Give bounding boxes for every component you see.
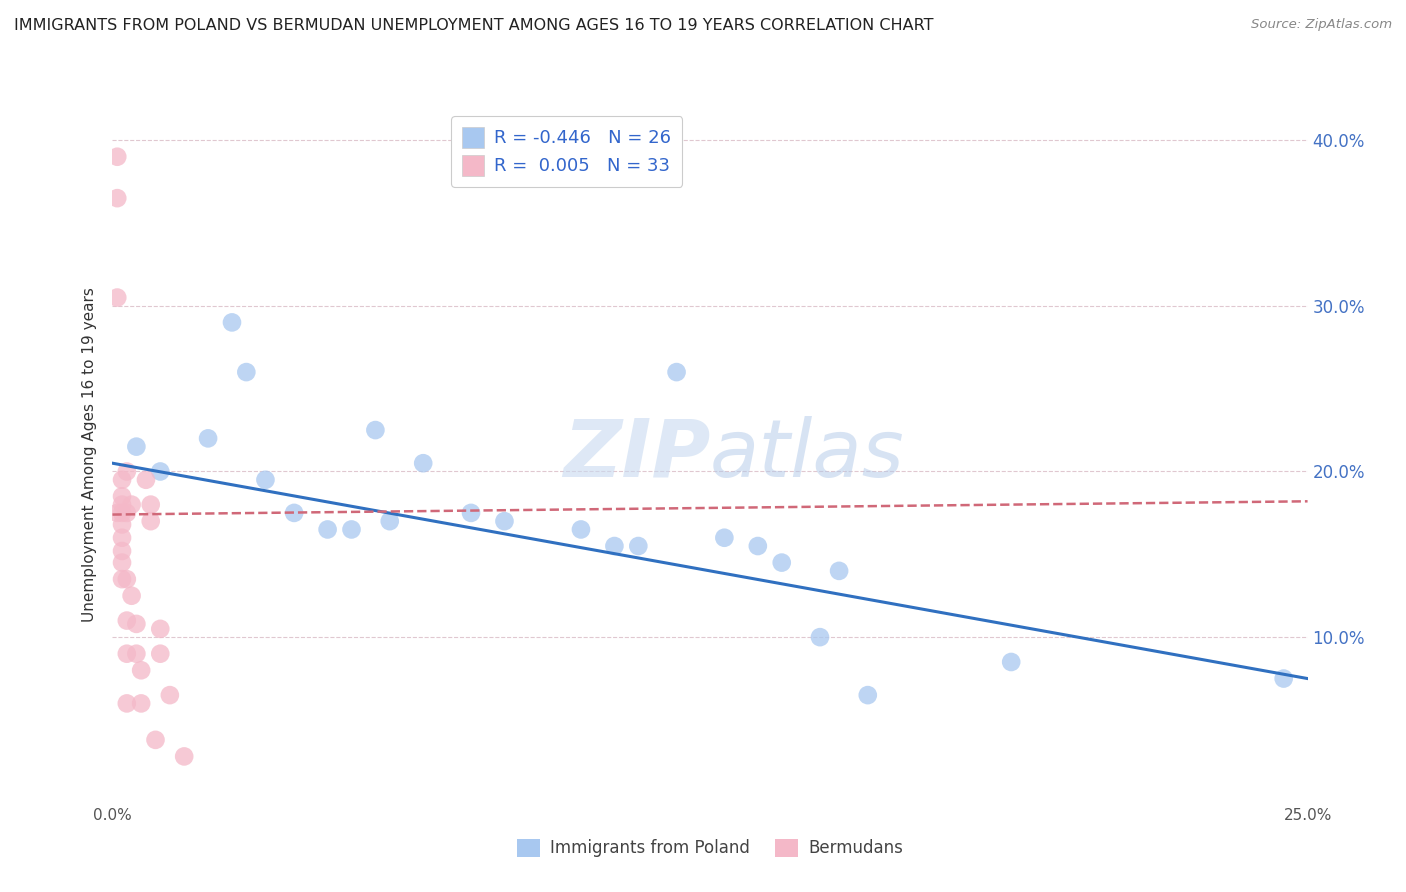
Point xyxy=(125,647,148,661)
Point xyxy=(145,732,167,747)
Point xyxy=(149,647,172,661)
Point xyxy=(139,498,162,512)
Point xyxy=(115,614,138,628)
Point xyxy=(569,523,592,537)
Point xyxy=(254,473,277,487)
Point xyxy=(494,514,516,528)
Point xyxy=(115,572,138,586)
Text: ZIP: ZIP xyxy=(562,416,710,494)
Text: IMMIGRANTS FROM POLAND VS BERMUDAN UNEMPLOYMENT AMONG AGES 16 TO 19 YEARS CORREL: IMMIGRANTS FROM POLAND VS BERMUDAN UNEMP… xyxy=(14,18,934,33)
Point xyxy=(115,647,138,661)
Point xyxy=(412,456,434,470)
Point xyxy=(149,465,172,479)
Point xyxy=(173,749,195,764)
Point xyxy=(149,622,172,636)
Point xyxy=(111,572,134,586)
Point xyxy=(460,506,482,520)
Point xyxy=(856,688,879,702)
Point xyxy=(770,556,793,570)
Point xyxy=(125,440,148,454)
Point xyxy=(283,506,305,520)
Legend: Immigrants from Poland, Bermudans: Immigrants from Poland, Bermudans xyxy=(510,832,910,864)
Point xyxy=(364,423,387,437)
Point xyxy=(105,191,128,205)
Point xyxy=(1272,672,1295,686)
Point xyxy=(111,498,134,512)
Point xyxy=(747,539,769,553)
Point xyxy=(105,150,128,164)
Point xyxy=(316,523,339,537)
Point xyxy=(135,473,157,487)
Point xyxy=(340,523,363,537)
Point xyxy=(129,663,152,677)
Point xyxy=(235,365,257,379)
Point xyxy=(111,544,134,558)
Text: atlas: atlas xyxy=(710,416,905,494)
Point xyxy=(1000,655,1022,669)
Point xyxy=(125,616,148,631)
Point xyxy=(115,506,138,520)
Point xyxy=(111,489,134,503)
Point xyxy=(713,531,735,545)
Point xyxy=(121,589,143,603)
Text: Source: ZipAtlas.com: Source: ZipAtlas.com xyxy=(1251,18,1392,31)
Point xyxy=(111,531,134,545)
Point xyxy=(111,556,134,570)
Y-axis label: Unemployment Among Ages 16 to 19 years: Unemployment Among Ages 16 to 19 years xyxy=(82,287,97,623)
Point xyxy=(808,630,831,644)
Point xyxy=(197,431,219,445)
Point xyxy=(139,514,162,528)
Point xyxy=(828,564,851,578)
Point xyxy=(115,697,138,711)
Point xyxy=(129,697,152,711)
Point xyxy=(111,517,134,532)
Point xyxy=(665,365,688,379)
Point xyxy=(159,688,181,702)
Point xyxy=(121,498,143,512)
Point xyxy=(221,315,243,329)
Point xyxy=(378,514,401,528)
Point xyxy=(105,506,128,520)
Point xyxy=(105,291,128,305)
Point xyxy=(627,539,650,553)
Point xyxy=(603,539,626,553)
Point xyxy=(115,465,138,479)
Point xyxy=(111,473,134,487)
Point xyxy=(111,506,134,520)
